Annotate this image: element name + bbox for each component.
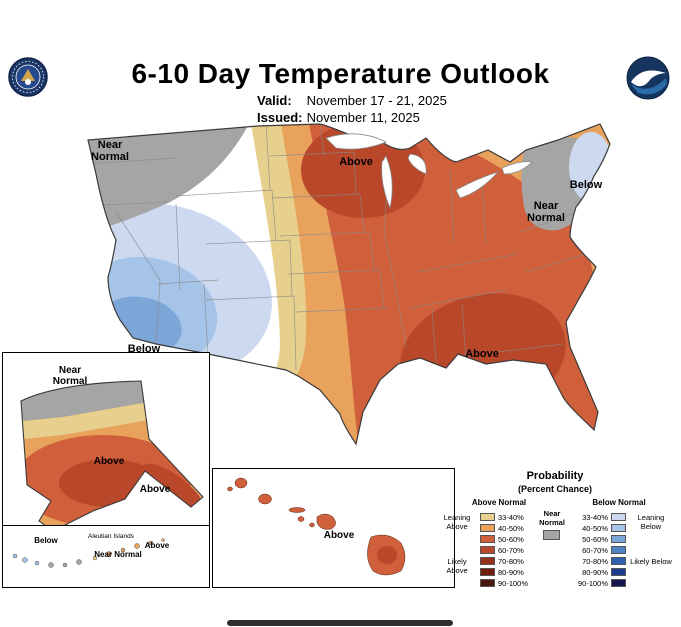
below-swatch-80-90 — [611, 568, 626, 576]
aleutian-label-near-normal: Near Normal — [94, 550, 142, 559]
commerce-seal-icon — [8, 57, 48, 97]
legend-below-row: 70-80% — [578, 556, 626, 566]
conus-map — [87, 123, 611, 446]
aleutian-inset: Below Aleutian Islands Near Normal Above — [3, 525, 209, 587]
legend-below-row: 80-90% — [578, 567, 626, 577]
map-label-below-maine: Below — [569, 179, 603, 191]
hawaii-inset: Above — [212, 468, 455, 588]
aleutian-map — [12, 538, 165, 568]
alaska-color-regions — [21, 381, 203, 525]
alaska-outline — [20, 380, 204, 525]
legend-above-row: 40-50% — [480, 523, 524, 533]
map-label-near-normal-northwest: Near Normal — [91, 139, 129, 163]
legend-subtitle: (Percent Chance) — [517, 484, 593, 494]
issued-line: Issued: November 11, 2025 — [257, 109, 447, 126]
issued-label: Issued: — [257, 110, 303, 125]
great-lakes — [325, 133, 533, 210]
hawaii-map — [227, 477, 406, 576]
conus-color-regions — [88, 124, 610, 444]
legend-above-row: 70-80% — [480, 556, 524, 566]
below-swatch-33-40 — [611, 513, 626, 521]
alaska-label-above: Above — [93, 456, 125, 467]
legend-leaning-above: Leaning Above — [443, 513, 471, 531]
alaska-label-above-panhandle: Above — [139, 484, 171, 495]
hawaiian-islands — [227, 477, 406, 576]
legend-near-normal-label: Near Normal — [539, 509, 565, 527]
validity-block: Valid: November 17 - 21, 2025 Issued: No… — [257, 92, 447, 126]
legend-likely-below: Likely Below — [630, 557, 672, 566]
probability-legend: Probability (Percent Chance) Above Norma… — [432, 468, 678, 592]
legend-below-row: 40-50% — [578, 523, 626, 533]
legend-below-row: 90-100% — [578, 578, 626, 588]
alaska-panhandle-above-core — [140, 463, 203, 519]
legend-below-header: Below Normal — [592, 498, 646, 507]
legend-above-row: 50-60% — [480, 534, 524, 544]
above-swatch-90-100 — [480, 579, 495, 587]
legend-likely-above: Likely Above — [446, 557, 468, 575]
state-borders — [88, 124, 587, 371]
below-range-70-80: 70-80% — [582, 556, 608, 566]
aleutian-islands-chain — [12, 538, 165, 568]
legend-title: Probability — [526, 470, 584, 482]
map-label-above-southeast: Above — [465, 348, 499, 360]
below-swatch-60-70 — [611, 546, 626, 554]
below-range-40-50: 40-50% — [582, 523, 608, 533]
above-swatch-60-70 — [480, 546, 495, 554]
above-range-90-100: 90-100% — [498, 578, 529, 588]
below-range-80-90: 80-90% — [582, 567, 608, 577]
legend-above-row: 33-40% — [480, 512, 524, 522]
below-swatch-40-50 — [611, 524, 626, 532]
below-maine-region — [569, 132, 610, 202]
above-swatch-80-90 — [480, 568, 495, 576]
legend-above-row: 90-100% — [480, 578, 528, 588]
alaska-inset: Near Normal Above Above — [2, 352, 210, 588]
issued-value: November 11, 2025 — [306, 110, 420, 125]
legend-below-row: 50-60% — [578, 534, 626, 544]
below-swatch-70-80 — [611, 557, 626, 565]
above-swatch-70-80 — [480, 557, 495, 565]
us-outline — [87, 123, 611, 446]
map-label-near-normal-northeast: Near Normal — [527, 200, 565, 224]
above-swatch-40-50 — [480, 524, 495, 532]
legend-below-row: 60-70% — [578, 545, 626, 555]
below-range-60-70: 60-70% — [582, 545, 608, 555]
noaa-logo-icon — [626, 56, 670, 100]
above-range-50-60: 50-60% — [498, 534, 524, 544]
above-range-60-70: 60-70% — [498, 545, 524, 555]
hawaii-label-above: Above — [323, 530, 355, 541]
below-range-50-60: 50-60% — [582, 534, 608, 544]
aleutian-islands-label: Aleutian Islands — [88, 533, 134, 540]
bottom-handle-bar — [227, 620, 453, 626]
legend-below-row: 33-40% — [578, 512, 626, 522]
below-range-33-40: 33-40% — [582, 512, 608, 522]
page-title: 6-10 Day Temperature Outlook — [131, 58, 550, 89]
above-range-33-40: 33-40% — [498, 512, 524, 522]
above-swatch-33-40 — [480, 513, 495, 521]
valid-label: Valid: — [257, 93, 292, 108]
alaska-label-near-normal: Near Normal — [52, 365, 88, 387]
alaska-near-normal-band — [21, 381, 203, 423]
below-range-90-100: 90-100% — [578, 578, 609, 588]
valid-value: November 17 - 21, 2025 — [306, 93, 447, 108]
aleutian-label-above: Above — [144, 541, 170, 550]
above-range-40-50: 40-50% — [498, 523, 524, 533]
valid-line: Valid: November 17 - 21, 2025 — [257, 92, 447, 109]
above-range-70-80: 70-80% — [498, 556, 524, 566]
below-swatch-50-60 — [611, 535, 626, 543]
below-swatch-90-100 — [611, 579, 626, 587]
noaa-logo-graphic — [626, 56, 670, 100]
above-range-80-90: 80-90% — [498, 567, 524, 577]
aleutian-label-below: Below — [34, 536, 58, 545]
legend-above-header: Above Normal — [471, 498, 527, 507]
alaska-map — [20, 380, 204, 525]
commerce-seal-graphic — [8, 57, 48, 97]
legend-above-row: 80-90% — [480, 567, 524, 577]
legend-above-row: 60-70% — [480, 545, 524, 555]
legend-near-normal-swatch — [543, 530, 560, 540]
above-swatch-50-60 — [480, 535, 495, 543]
legend-leaning-below: Leaning Below — [637, 513, 665, 531]
map-label-above-north: Above — [339, 156, 373, 168]
